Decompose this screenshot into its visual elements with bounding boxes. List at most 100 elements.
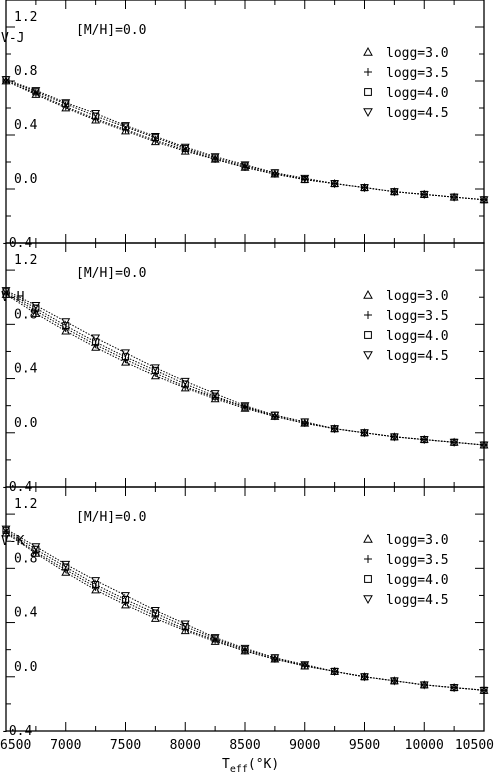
data-point <box>61 99 71 108</box>
legend-entry: logg=4.0 <box>386 573 449 588</box>
y-tick-label: 0.8 <box>14 64 37 79</box>
data-point <box>180 620 190 629</box>
x-tick-label: 10500 <box>455 738 494 753</box>
legend-marker <box>364 555 372 563</box>
legend-entry: logg=3.5 <box>386 66 449 81</box>
data-point <box>121 357 130 366</box>
data-point <box>449 193 459 202</box>
data-point <box>150 613 160 622</box>
legend: logg=3.0 logg=3.5 logg=4.0 logg=4.5 <box>363 289 449 364</box>
data-point <box>389 433 399 442</box>
x-tick-label: 9000 <box>289 738 320 753</box>
legend-marker <box>364 68 372 76</box>
x-tick-label: 8500 <box>229 738 260 753</box>
data-point <box>180 377 190 386</box>
data-point <box>330 667 340 676</box>
y-tick-label: 0.4 <box>14 362 38 377</box>
data-point <box>210 394 220 403</box>
series-line-logg-4-5 <box>5 528 485 691</box>
data-point <box>419 436 429 445</box>
data-point <box>150 364 160 373</box>
y-tick-label: 1.2 <box>14 253 37 268</box>
series-line-logg-4-5 <box>5 79 485 201</box>
data-point <box>31 301 41 310</box>
legend-marker <box>364 331 372 339</box>
data-point <box>449 684 459 693</box>
y-tick-label: -0.4 <box>1 724 32 739</box>
data-point <box>180 626 190 635</box>
data-point <box>180 143 190 152</box>
data-point <box>1 528 11 537</box>
data-point <box>270 169 280 178</box>
data-point <box>61 567 71 576</box>
data-point <box>210 390 220 399</box>
series-line-logg-3-0 <box>5 80 485 201</box>
data-point <box>210 634 220 643</box>
legend-entry: logg=4.5 <box>386 349 449 364</box>
legend-marker <box>363 108 373 118</box>
data-point <box>151 609 159 617</box>
x-axis: 6500 7000 7500 8000 8500 9000 9500 10000 10500 Te… <box>0 738 494 774</box>
x-tick-label: 7000 <box>50 738 81 753</box>
data-point <box>449 438 459 447</box>
legend-entry: logg=3.5 <box>386 553 449 568</box>
data-point <box>121 600 130 609</box>
legend-entry: logg=3.0 <box>386 533 449 548</box>
data-point <box>419 191 429 200</box>
legend-entry: logg=3.5 <box>386 309 449 324</box>
metallicity-annotation: [M/H]=0.0 <box>76 23 146 38</box>
y-tick-label: 0.0 <box>14 416 37 431</box>
data-point <box>330 180 340 189</box>
data-point <box>1 289 11 298</box>
data-point <box>1 76 11 85</box>
x-axis-title: Teff(°K) <box>222 757 279 774</box>
data-point <box>91 577 101 586</box>
data-point <box>360 184 369 193</box>
data-point <box>479 441 489 450</box>
data-point <box>31 308 41 317</box>
legend-marker <box>363 46 373 56</box>
data-point <box>61 560 71 569</box>
data-point <box>1 287 11 296</box>
data-point <box>61 326 71 335</box>
data-point <box>360 429 369 438</box>
data-point <box>1 525 11 534</box>
y-tick-label: 0.8 <box>14 307 37 322</box>
data-point <box>121 122 130 131</box>
series-line-logg-4-5 <box>5 289 485 446</box>
data-point <box>479 686 489 695</box>
legend-entry: logg=4.5 <box>386 593 449 608</box>
data-point <box>210 153 220 162</box>
metallicity-annotation: [M/H]=0.0 <box>76 510 146 525</box>
data-point <box>92 112 100 120</box>
data-point <box>32 545 40 553</box>
data-point <box>121 353 130 361</box>
x-tick-label: 10000 <box>405 738 444 753</box>
legend: logg=3.0 logg=3.5 logg=4.0 logg=4.5 <box>363 533 449 608</box>
legend-marker <box>364 311 372 319</box>
x-tick-label: 7500 <box>110 738 141 753</box>
metallicity-annotation: [M/H]=0.0 <box>76 266 146 281</box>
data-point <box>330 425 340 434</box>
legend-marker <box>364 575 372 583</box>
data-point <box>91 334 101 343</box>
legend-marker <box>364 88 372 96</box>
data-point <box>360 673 369 682</box>
y-axis-label: V-J <box>1 31 24 46</box>
data-point <box>419 681 429 690</box>
panel-v-k: 1.20.80.40.0-0.4V-K[M/H]=0.0logg=3.0logg… <box>1 486 489 739</box>
legend-entry: logg=3.0 <box>386 46 449 61</box>
series-line-logg-4-0 <box>5 291 485 446</box>
data-point <box>150 132 160 141</box>
legend-marker <box>363 289 373 299</box>
data-point <box>211 392 219 400</box>
y-tick-label: 1.2 <box>14 497 37 512</box>
y-tick-label: 0.8 <box>14 551 37 566</box>
legend-entry: logg=4.0 <box>386 329 449 344</box>
data-point <box>181 380 189 388</box>
data-point <box>121 595 130 604</box>
panel-v-h: 1.20.80.40.0-0.4V-H[M/H]=0.0logg=3.0logg… <box>1 242 489 495</box>
legend-marker <box>363 351 373 361</box>
data-point <box>121 592 130 601</box>
